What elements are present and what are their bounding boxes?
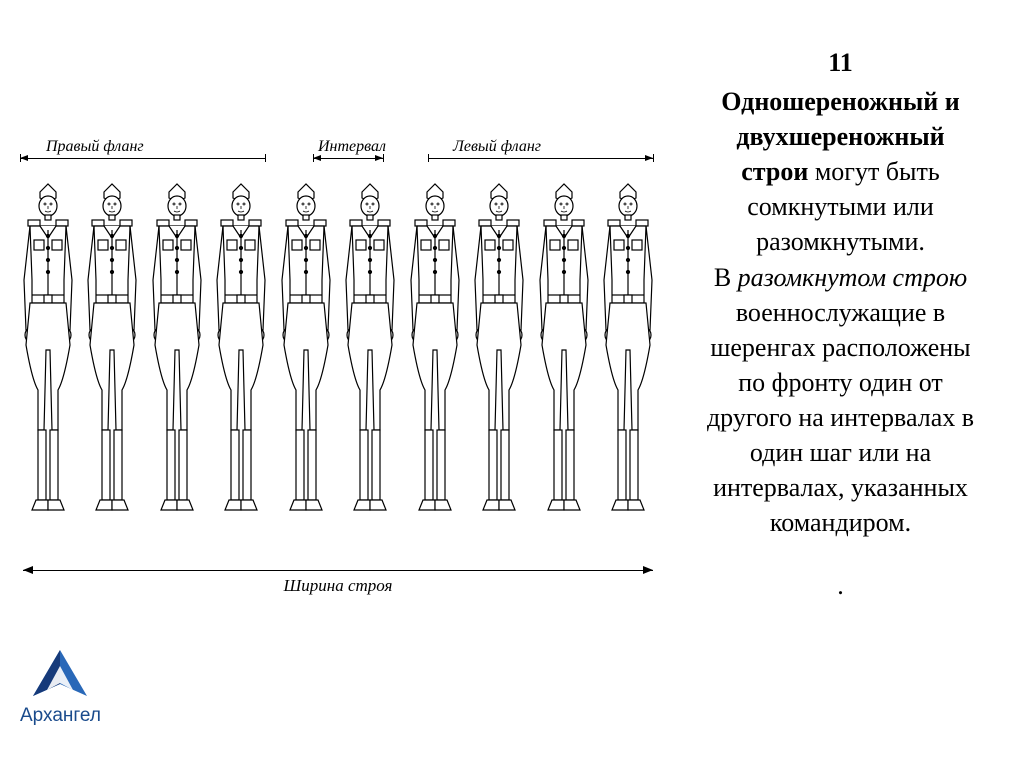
soldier-icon	[469, 180, 529, 520]
soldier-icon	[598, 180, 658, 520]
soldier	[534, 180, 594, 520]
soldier-icon	[276, 180, 336, 520]
soldier-icon	[534, 180, 594, 520]
title-line-2: двухшереножный	[685, 119, 996, 154]
soldier-icon	[405, 180, 465, 520]
label-right-flank: Правый фланг	[46, 138, 144, 156]
soldier-icon	[18, 180, 78, 520]
body-line-4: сомкнутыми или	[685, 189, 996, 224]
soldier	[405, 180, 465, 520]
soldier	[340, 180, 400, 520]
title-line-3: строи могут быть	[685, 154, 996, 189]
soldier	[18, 180, 78, 520]
trailing-period: .	[685, 568, 996, 603]
slide-number: 11	[685, 45, 996, 80]
body-line-8: шеренгах расположены	[685, 330, 996, 365]
body-line-7: военнослужащие в	[685, 295, 996, 330]
soldier-icon	[211, 180, 271, 520]
soldier	[211, 180, 271, 520]
label-left-flank: Левый фланг	[453, 138, 541, 156]
top-labels: Правый фланг Интервал Левый фланг	[8, 120, 668, 180]
formation-diagram: Правый фланг Интервал Левый фланг	[8, 120, 668, 600]
logo-triangle-icon	[29, 648, 91, 703]
soldier	[147, 180, 207, 520]
text-block: 11 Одношереножный и двухшереножный строи…	[685, 45, 996, 603]
body-line-6: В разомкнутом строю	[685, 260, 996, 295]
soldier	[469, 180, 529, 520]
label-interval: Интервал	[318, 138, 386, 156]
body-line-11: один шаг или на	[685, 435, 996, 470]
soldier-icon	[82, 180, 142, 520]
logo-text: Архангел	[20, 705, 101, 727]
label-width: Ширина строя	[280, 576, 397, 596]
body-line-10: другого на интервалах в	[685, 400, 996, 435]
body-line-9: по фронту один от	[685, 365, 996, 400]
soldiers-row	[18, 180, 658, 520]
body-line-12: интервалах, указанных	[685, 470, 996, 505]
soldier-icon	[340, 180, 400, 520]
body-line-13: командиром.	[685, 505, 996, 540]
title-line-1: Одношереножный и	[685, 84, 996, 119]
soldier	[276, 180, 336, 520]
soldier-icon	[147, 180, 207, 520]
body-line-5: разомкнутыми.	[685, 224, 996, 259]
soldier	[82, 180, 142, 520]
soldier	[598, 180, 658, 520]
logo: Архангел	[20, 648, 101, 727]
